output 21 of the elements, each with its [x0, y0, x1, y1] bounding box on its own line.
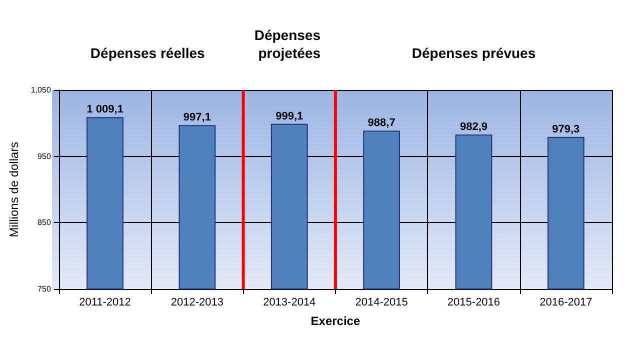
- y-tick-label: 750: [38, 284, 52, 294]
- data-label: 1 009,1: [86, 104, 124, 116]
- x-axis-title: Exercice: [310, 314, 360, 328]
- data-label: 988,7: [368, 117, 396, 130]
- data-label: 997,1: [183, 112, 211, 124]
- y-axis-title: Millions de dollars: [7, 142, 21, 238]
- y-tick-label: 950: [38, 152, 52, 161]
- x-tick-label: 2016-2017: [540, 296, 592, 308]
- text: Dépenses projetées: [254, 27, 324, 61]
- x-tick-label: 2012-2013: [170, 296, 224, 308]
- data-label: 979,3: [552, 123, 580, 136]
- x-tick-label: 2011-2012: [79, 296, 131, 308]
- x-tick-label: 2015-2016: [447, 296, 500, 308]
- y-tick-label: 1,050: [30, 86, 52, 94]
- data-label: 999,1: [276, 110, 304, 122]
- x-tick-label: 2014-2015: [355, 296, 408, 308]
- y-tick-label: 850: [38, 218, 52, 228]
- text: Dépenses réelles: [90, 45, 206, 61]
- x-tick-label: 2013-2014: [263, 296, 316, 308]
- text: Dépenses prévues: [412, 45, 536, 61]
- data-label: 982,9: [460, 121, 488, 134]
